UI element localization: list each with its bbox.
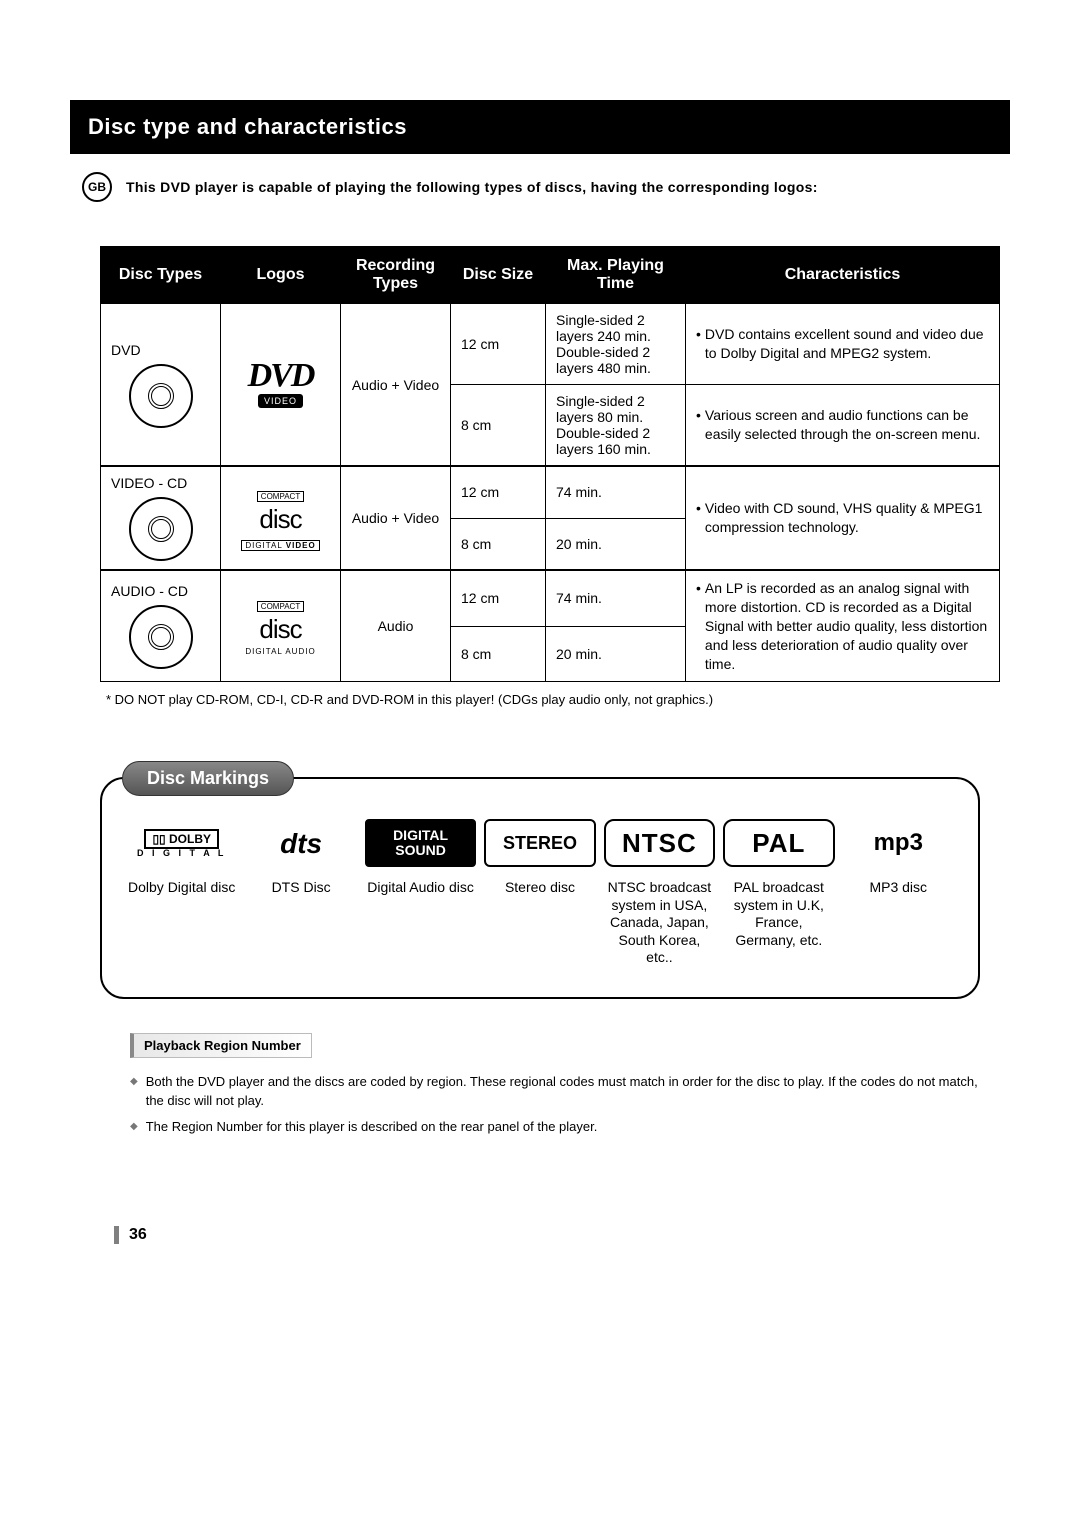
region-text: Both the DVD player and the discs are co…: [146, 1072, 980, 1111]
marking-pal: PAL PAL broadcast system in U.K, France,…: [723, 819, 834, 949]
marking-caption: DTS Disc: [245, 879, 356, 897]
disc-markings-box: Disc Markings ▯▯ DOLBY D I G I T A L Dol…: [100, 777, 980, 999]
disc-icon: [129, 605, 193, 669]
time-line: Double-sided 2 layers 160 min.: [556, 425, 651, 457]
vcd-logo-icon: COMPACT disc DIGITAL VIDEO: [231, 486, 330, 551]
dvd-logo-icon: DVD VIDEO: [231, 361, 330, 409]
th-max-time: Max. Playing Time: [546, 247, 686, 304]
gb-badge-icon: GB: [82, 172, 112, 202]
th-logos: Logos: [221, 247, 341, 304]
compact-tag: COMPACT: [257, 491, 304, 502]
char-text: Various screen and audio functions can b…: [705, 406, 989, 444]
dvd-char2: Various screen and audio functions can b…: [686, 385, 1000, 467]
section-title: Disc type and characteristics: [70, 100, 1010, 154]
marking-caption: PAL broadcast system in U.K, France, Ger…: [723, 879, 834, 949]
compact-tag: COMPACT: [257, 601, 304, 612]
vcd-char: Video with CD sound, VHS quality & MPEG1…: [686, 466, 1000, 570]
acd-char: An LP is recorded as an analog signal wi…: [686, 570, 1000, 682]
acd-logo-icon: COMPACT disc DIGITAL AUDIO: [231, 596, 330, 656]
dvd-char1: DVD contains excellent sound and video d…: [686, 304, 1000, 385]
region-bullets: Both the DVD player and the discs are co…: [130, 1072, 980, 1137]
marking-dts: dts DTS Disc: [245, 819, 356, 897]
th-characteristics: Characteristics: [686, 247, 1000, 304]
digital-audio-tag: DIGITAL AUDIO: [231, 647, 330, 656]
th-recording: Recording Types: [341, 247, 451, 304]
region-section: Playback Region Number Both the DVD play…: [130, 1033, 980, 1137]
acd-rec: Audio: [341, 570, 451, 682]
digital-video-tag: DIGITAL VIDEO: [241, 540, 319, 551]
disc-types-table: Disc Types Logos Recording Types Disc Si…: [100, 246, 1000, 682]
table-row: DVD DVD VIDEO Audio + Video 12 cm Single…: [101, 304, 1000, 385]
region-bullet: Both the DVD player and the discs are co…: [130, 1072, 980, 1111]
th-disc-size: Disc Size: [451, 247, 546, 304]
marking-caption: Stereo disc: [484, 879, 595, 897]
region-header: Playback Region Number: [130, 1033, 312, 1058]
dvd-rec: Audio + Video: [341, 304, 451, 467]
dvd-label: DVD: [111, 342, 210, 358]
char-text: DVD contains excellent sound and video d…: [705, 325, 989, 363]
dvd-time-12: Single-sided 2 layers 240 min. Double-si…: [546, 304, 686, 385]
dvd-size-12: 12 cm: [451, 304, 546, 385]
disc-logo-text: disc: [231, 504, 330, 535]
marking-caption: Digital Audio disc: [365, 879, 476, 897]
mp3-logo-icon: mp3: [843, 819, 954, 867]
vcd-size-12: 12 cm: [451, 466, 546, 518]
markings-row: ▯▯ DOLBY D I G I T A L Dolby Digital dis…: [126, 819, 954, 967]
acd-label: AUDIO - CD: [111, 583, 210, 599]
marking-caption: NTSC broadcast system in USA, Canada, Ja…: [604, 879, 715, 967]
digital-sound-logo-icon: DIGITAL SOUND: [365, 819, 476, 867]
ntsc-logo-icon: NTSC: [604, 819, 715, 867]
disc-logo-text: disc: [231, 614, 330, 645]
marking-caption: Dolby Digital disc: [126, 879, 237, 897]
vcd-time-12: 74 min.: [546, 466, 686, 518]
time-line: Double-sided 2 layers 480 min.: [556, 344, 651, 376]
acd-time-8: 20 min.: [546, 626, 686, 682]
time-line: Single-sided 2 layers 240 min.: [556, 312, 651, 344]
disc-icon: [129, 497, 193, 561]
stereo-logo-icon: STEREO: [484, 819, 595, 867]
footnote: * DO NOT play CD-ROM, CD-I, CD-R and DVD…: [106, 692, 1010, 707]
region-bullet: The Region Number for this player is des…: [130, 1117, 980, 1137]
table-row: AUDIO - CD COMPACT disc DIGITAL AUDIO Au…: [101, 570, 1000, 626]
acd-time-12: 74 min.: [546, 570, 686, 626]
manual-page: Disc type and characteristics GB This DV…: [0, 0, 1080, 1284]
vcd-rec: Audio + Video: [341, 466, 451, 570]
intro-row: GB This DVD player is capable of playing…: [82, 172, 1010, 202]
vcd-size-8: 8 cm: [451, 518, 546, 570]
disc-markings-title: Disc Markings: [122, 761, 294, 796]
page-number: 36: [114, 1226, 1010, 1244]
pal-logo-icon: PAL: [723, 819, 834, 867]
dvd-logo-main: DVD: [248, 357, 314, 394]
dvd-time-8: Single-sided 2 layers 80 min. Double-sid…: [546, 385, 686, 467]
acd-size-8: 8 cm: [451, 626, 546, 682]
disc-icon: [129, 364, 193, 428]
region-text: The Region Number for this player is des…: [146, 1117, 598, 1137]
intro-text: This DVD player is capable of playing th…: [126, 179, 818, 195]
marking-caption: MP3 disc: [843, 879, 954, 897]
marking-stereo: STEREO Stereo disc: [484, 819, 595, 897]
table-row: VIDEO - CD COMPACT disc DIGITAL VIDEO Au…: [101, 466, 1000, 518]
dts-logo-icon: dts: [245, 819, 356, 867]
table-header-row: Disc Types Logos Recording Types Disc Si…: [101, 247, 1000, 304]
th-disc-types: Disc Types: [101, 247, 221, 304]
marking-ntsc: NTSC NTSC broadcast system in USA, Canad…: [604, 819, 715, 967]
acd-size-12: 12 cm: [451, 570, 546, 626]
char-text: An LP is recorded as an analog signal wi…: [705, 579, 989, 673]
vcd-time-8: 20 min.: [546, 518, 686, 570]
marking-dolby: ▯▯ DOLBY D I G I T A L Dolby Digital dis…: [126, 819, 237, 897]
time-line: Single-sided 2 layers 80 min.: [556, 393, 645, 425]
dolby-logo-icon: ▯▯ DOLBY D I G I T A L: [126, 819, 237, 867]
dvd-size-8: 8 cm: [451, 385, 546, 467]
char-text: Video with CD sound, VHS quality & MPEG1…: [705, 499, 989, 537]
vcd-label: VIDEO - CD: [111, 475, 210, 491]
marking-digital-sound: DIGITAL SOUND Digital Audio disc: [365, 819, 476, 897]
marking-mp3: mp3 MP3 disc: [843, 819, 954, 897]
dvd-logo-sub: VIDEO: [258, 394, 303, 408]
